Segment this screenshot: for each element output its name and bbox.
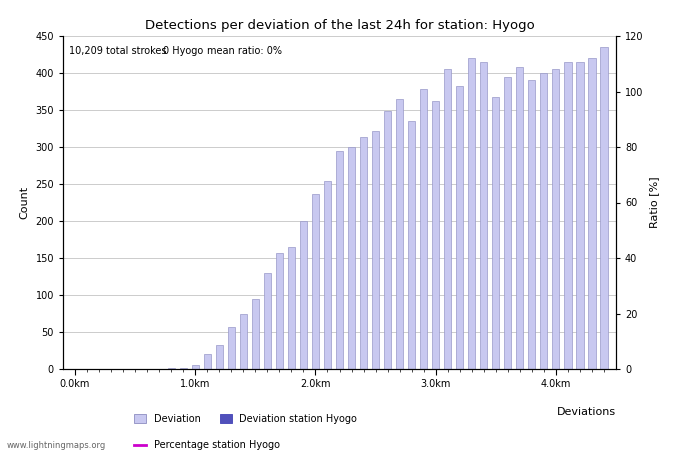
Bar: [480, 62, 487, 369]
Bar: [384, 112, 391, 369]
Bar: [180, 368, 187, 369]
Bar: [348, 147, 355, 369]
Bar: [468, 58, 475, 369]
Text: 0 Hyogo: 0 Hyogo: [162, 46, 203, 56]
Bar: [516, 67, 524, 369]
Bar: [504, 76, 512, 369]
Text: Deviations: Deviations: [557, 407, 616, 417]
Bar: [216, 345, 223, 369]
Bar: [432, 101, 440, 369]
Bar: [264, 273, 271, 369]
Y-axis label: Count: Count: [20, 186, 30, 219]
Bar: [408, 121, 415, 369]
Bar: [576, 62, 584, 369]
Bar: [552, 69, 559, 369]
Legend: Percentage station Hyogo: Percentage station Hyogo: [134, 441, 280, 450]
Bar: [492, 97, 499, 369]
Bar: [540, 73, 547, 369]
Text: 10,209 total strokes: 10,209 total strokes: [69, 46, 166, 56]
Bar: [456, 86, 463, 369]
Bar: [372, 130, 379, 369]
Bar: [300, 221, 307, 369]
Bar: [528, 81, 536, 369]
Y-axis label: Ratio [%]: Ratio [%]: [649, 177, 659, 228]
Bar: [204, 354, 211, 369]
Bar: [192, 365, 199, 369]
Bar: [228, 327, 235, 369]
Bar: [564, 62, 571, 369]
Bar: [588, 58, 596, 369]
Bar: [312, 194, 319, 369]
Text: mean ratio: 0%: mean ratio: 0%: [206, 46, 282, 56]
Bar: [420, 89, 427, 369]
Bar: [601, 47, 608, 369]
Bar: [396, 99, 403, 369]
Bar: [276, 253, 283, 369]
Bar: [252, 299, 259, 369]
Bar: [288, 247, 295, 369]
Text: www.lightningmaps.org: www.lightningmaps.org: [7, 441, 106, 450]
Bar: [239, 314, 247, 369]
Bar: [360, 137, 368, 369]
Bar: [324, 181, 331, 369]
Title: Detections per deviation of the last 24h for station: Hyogo: Detections per deviation of the last 24h…: [145, 19, 534, 32]
Bar: [167, 368, 175, 369]
Bar: [444, 69, 452, 369]
Bar: [336, 151, 343, 369]
